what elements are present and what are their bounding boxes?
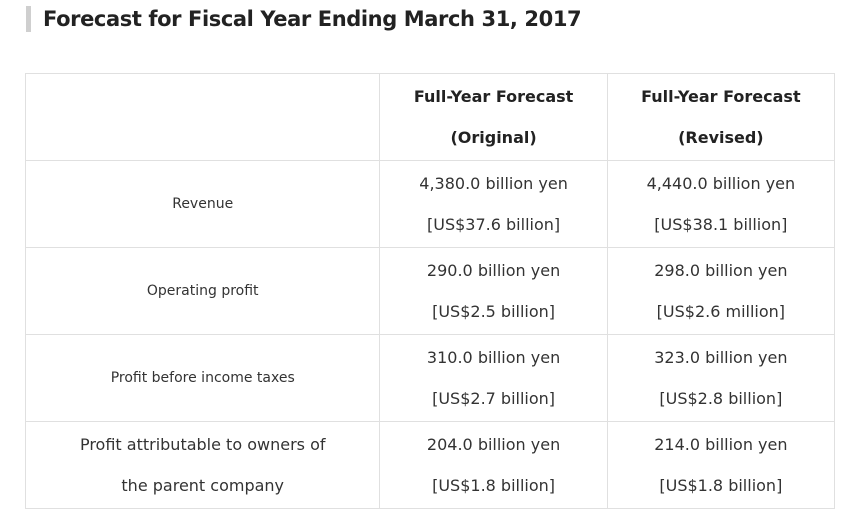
row-label: Profit attributable to owners of the par… xyxy=(24,421,381,509)
original-value-cell: 310.0 billion yen [US$2.7 billion] xyxy=(379,334,608,422)
header-text: Full-Year Forecast xyxy=(413,87,574,106)
original-value-cell: 204.0 billion yen [US$1.8 billion] xyxy=(379,421,608,509)
value-yen: 310.0 billion yen xyxy=(426,348,561,367)
revised-value-cell: 323.0 billion yen [US$2.8 billion] xyxy=(606,334,836,422)
revised-value-cell: 214.0 billion yen [US$1.8 billion] xyxy=(606,421,836,509)
row-label: Operating profit xyxy=(24,247,381,335)
value-usd: [US$37.6 billion] xyxy=(427,215,561,234)
table-row-revenue: Revenue 4,380.0 billion yen [US$37.6 bil… xyxy=(24,160,836,248)
value-yen: 214.0 billion yen xyxy=(654,435,788,454)
row-label-text: Operating profit xyxy=(146,283,259,299)
row-label: Profit before income taxes xyxy=(24,334,381,422)
value-usd: [US$2.7 billion] xyxy=(432,389,556,408)
table-row-profit-before-taxes: Profit before income taxes 310.0 billion… xyxy=(24,334,836,422)
revised-value-cell: 298.0 billion yen [US$2.6 million] xyxy=(606,247,836,335)
row-label-text: Profit before income taxes xyxy=(110,370,295,386)
header-revised-forecast: Full-Year Forecast (Revised) xyxy=(606,73,836,161)
value-usd: [US$2.5 billion] xyxy=(432,302,556,321)
value-usd: [US$1.8 billion] xyxy=(659,476,783,495)
revised-value-cell: 4,440.0 billion yen [US$38.1 billion] xyxy=(606,160,836,248)
header-original-forecast: Full-Year Forecast (Original) xyxy=(379,73,608,161)
page-heading: Forecast for Fiscal Year Ending March 31… xyxy=(26,6,582,32)
value-usd: [US$38.1 billion] xyxy=(654,215,788,234)
header-subtext: (Original) xyxy=(450,128,537,147)
value-yen: 323.0 billion yen xyxy=(654,348,788,367)
row-label-text: Revenue xyxy=(172,196,234,212)
row-label-text-line2: the parent company xyxy=(121,476,285,495)
value-yen: 4,440.0 billion yen xyxy=(646,174,796,193)
table-header-row: Full-Year Forecast (Original) Full-Year … xyxy=(24,73,836,161)
page-title: Forecast for Fiscal Year Ending March 31… xyxy=(43,7,582,31)
value-yen: 204.0 billion yen xyxy=(426,435,561,454)
forecast-table: Full-Year Forecast (Original) Full-Year … xyxy=(24,73,836,509)
header-label-cell xyxy=(24,73,381,161)
value-yen: 4,380.0 billion yen xyxy=(419,174,568,193)
value-usd: [US$2.8 billion] xyxy=(659,389,783,408)
original-value-cell: 290.0 billion yen [US$2.5 billion] xyxy=(379,247,608,335)
table-row-profit-attributable: Profit attributable to owners of the par… xyxy=(24,421,836,509)
value-yen: 290.0 billion yen xyxy=(426,261,561,280)
header-text: Full-Year Forecast xyxy=(641,87,801,106)
header-subtext: (Revised) xyxy=(678,128,764,147)
value-yen: 298.0 billion yen xyxy=(654,261,788,280)
original-value-cell: 4,380.0 billion yen [US$37.6 billion] xyxy=(379,160,608,248)
value-usd: [US$1.8 billion] xyxy=(432,476,556,495)
value-usd: [US$2.6 million] xyxy=(656,302,786,321)
row-label-text: Profit attributable to owners of xyxy=(79,435,326,454)
table-row-operating-profit: Operating profit 290.0 billion yen [US$2… xyxy=(24,247,836,335)
row-label: Revenue xyxy=(24,160,381,248)
